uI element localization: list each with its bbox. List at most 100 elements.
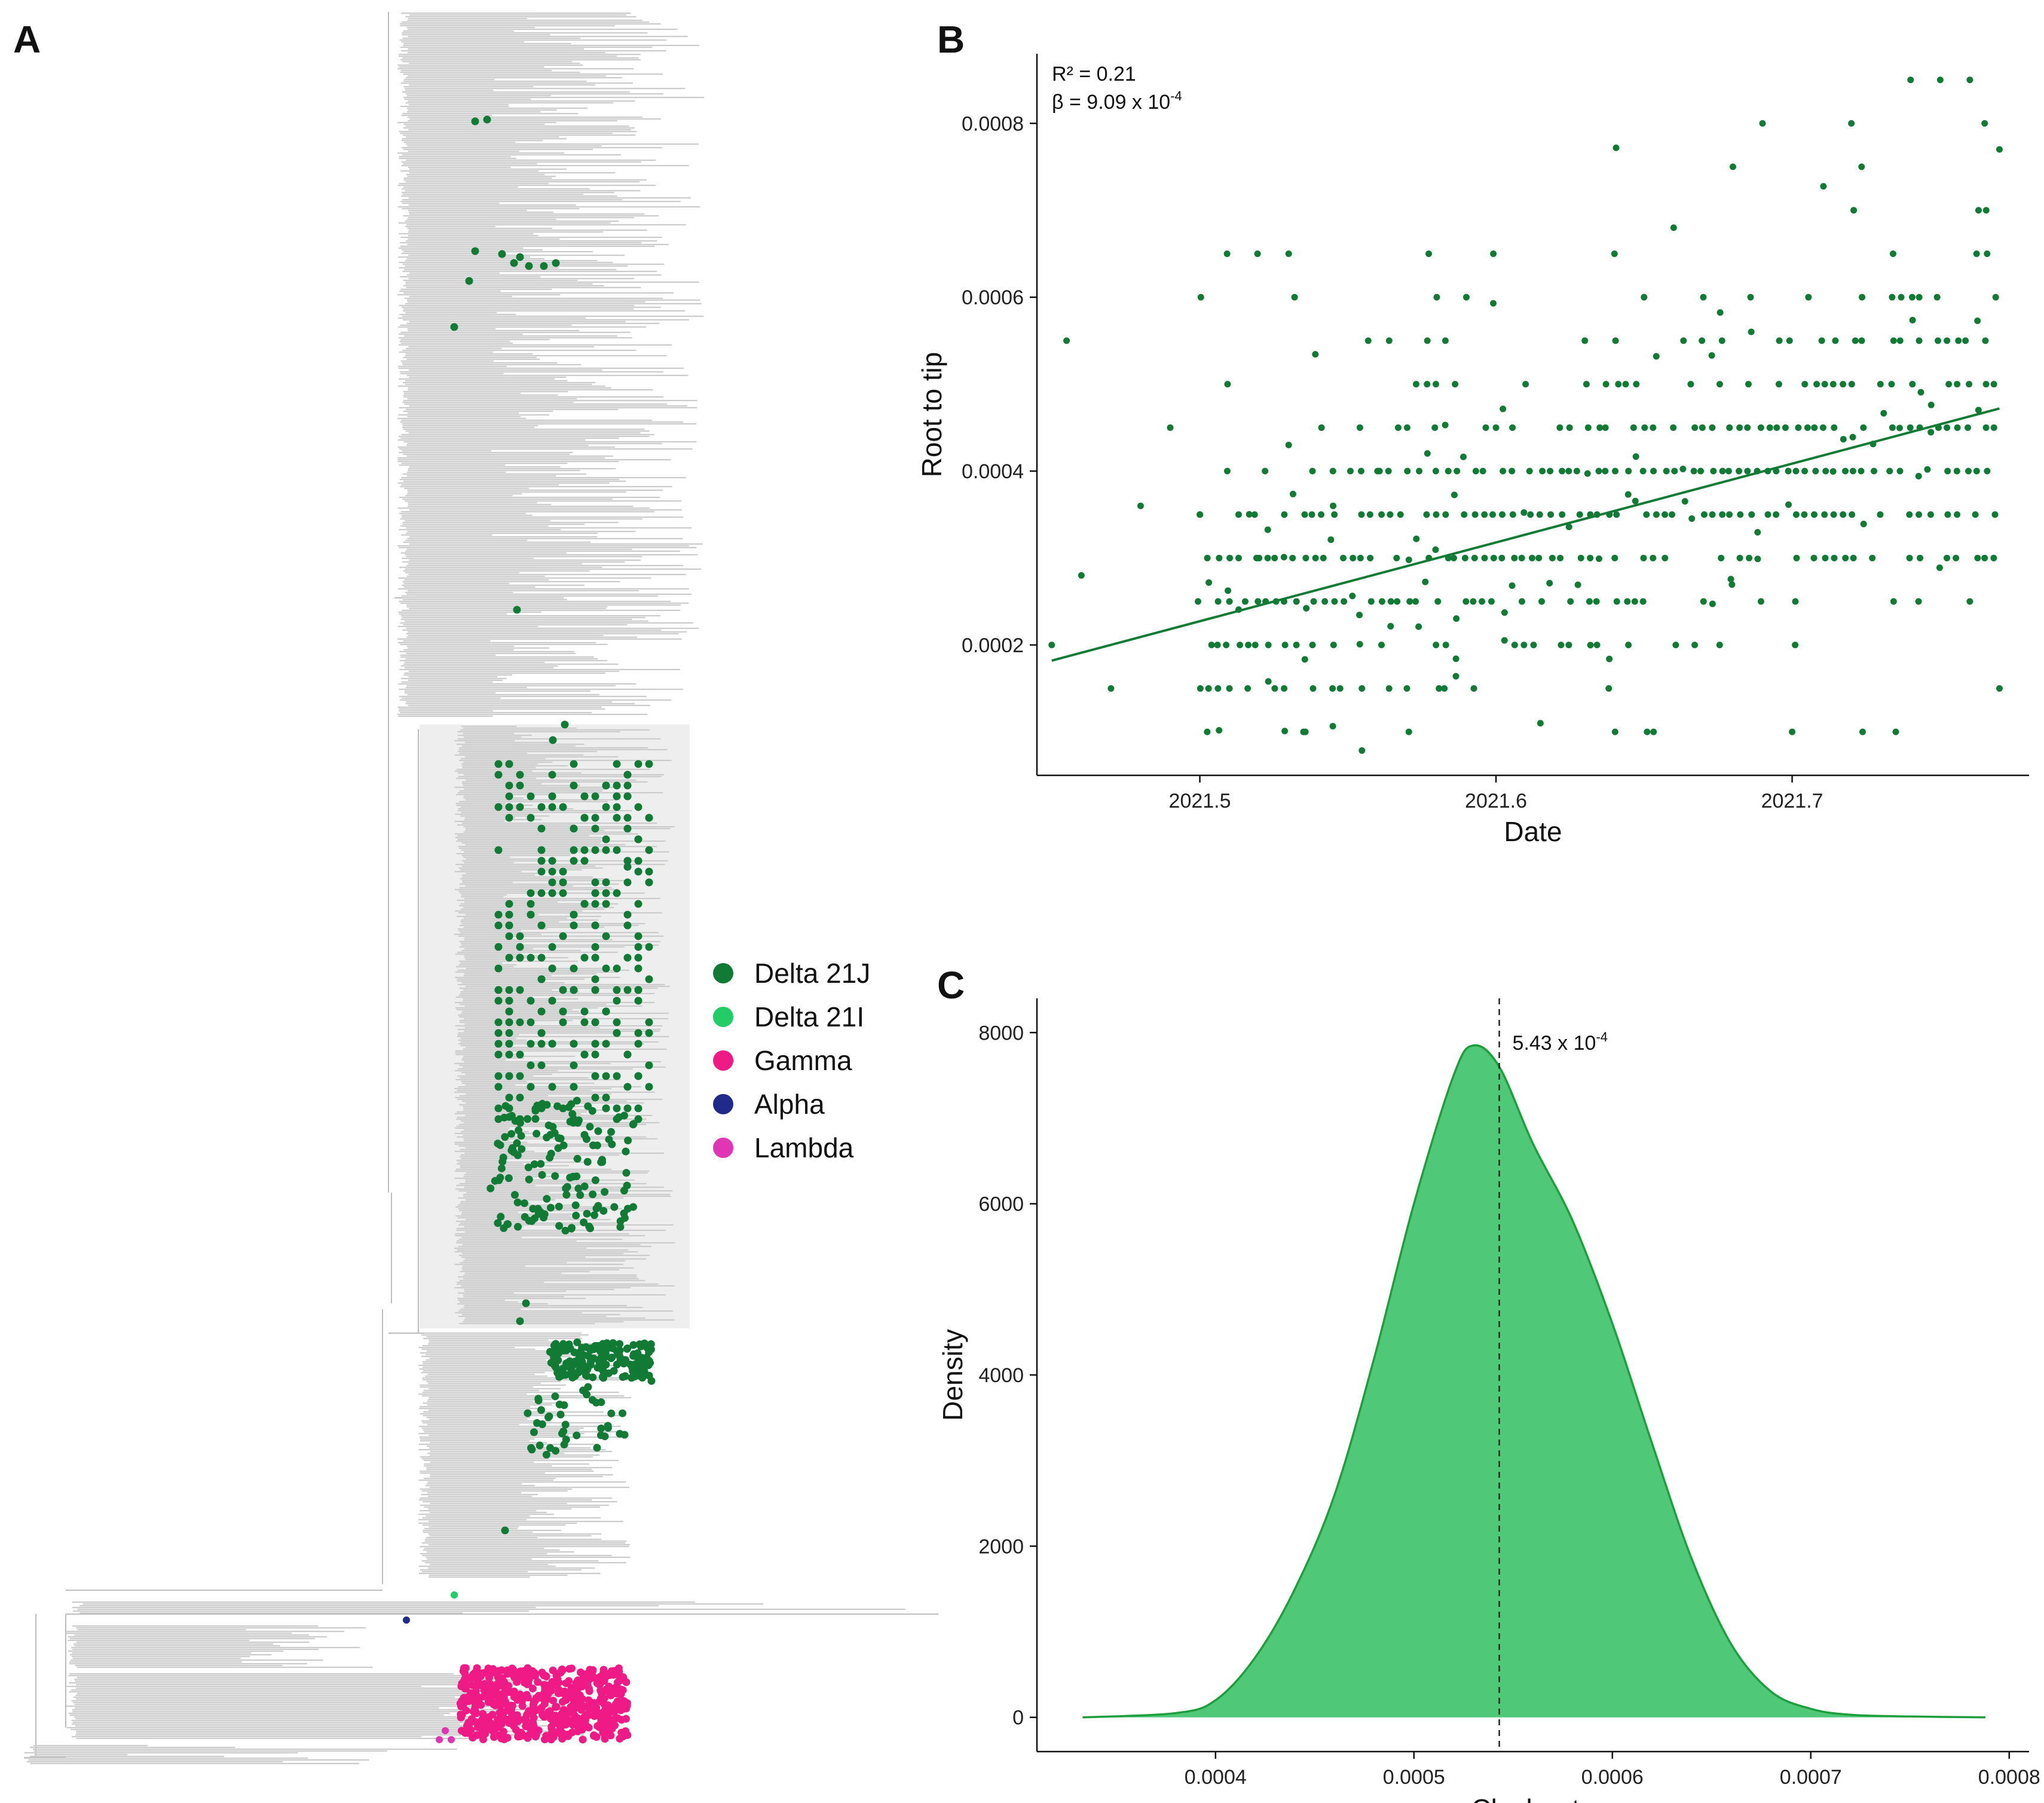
b-point — [1611, 554, 1618, 561]
b-x-axis-title: Date — [1504, 816, 1562, 847]
b-point — [1880, 410, 1887, 417]
b-point — [1700, 511, 1708, 518]
b-point — [1661, 511, 1669, 518]
b-point — [1643, 511, 1650, 518]
b-point — [1394, 598, 1401, 605]
b-point — [1393, 554, 1400, 561]
b-point — [1509, 424, 1516, 431]
b-point — [1358, 511, 1365, 518]
b-point — [1330, 502, 1337, 509]
b-point — [1804, 424, 1811, 431]
b-point — [1602, 381, 1610, 388]
b-point — [1602, 467, 1609, 475]
b-point — [1366, 511, 1373, 518]
b-point — [1530, 641, 1537, 649]
b-point — [1630, 424, 1637, 431]
b-point — [1387, 598, 1394, 605]
b-point — [1736, 554, 1743, 561]
b-point — [1048, 641, 1055, 649]
b-point — [1793, 554, 1800, 561]
b-point — [1416, 467, 1423, 475]
b-point — [1197, 294, 1204, 301]
b-point — [1226, 598, 1233, 605]
b-point — [1281, 728, 1289, 735]
b-point — [1281, 685, 1288, 692]
b-point — [1830, 511, 1837, 518]
b-point — [1254, 250, 1261, 257]
b-point — [1557, 554, 1564, 561]
b-point — [1471, 554, 1478, 561]
b-point — [1973, 250, 1980, 257]
b-point — [1709, 511, 1716, 518]
b-point — [1078, 572, 1085, 579]
b-point — [1425, 250, 1433, 257]
b-point — [1481, 511, 1488, 518]
b-point — [1820, 183, 1827, 190]
b-point — [1500, 405, 1507, 412]
b-point — [1849, 511, 1856, 518]
b-point — [1736, 424, 1743, 431]
alpha-tips — [403, 1616, 410, 1624]
b-point — [1214, 685, 1222, 692]
b-point — [1889, 250, 1896, 257]
c-density-area — [1082, 1045, 1985, 1718]
b-point — [1829, 468, 1837, 475]
b-point — [1471, 511, 1479, 518]
b-point — [1611, 250, 1618, 257]
b-point — [1611, 467, 1618, 475]
b-point — [1280, 554, 1287, 561]
b-point — [1966, 598, 1973, 605]
c-ytick-label: 0 — [1012, 1707, 1024, 1729]
b-point — [1567, 598, 1574, 605]
b-regression-line — [1051, 407, 2000, 662]
legend-label: Gamma — [754, 1045, 852, 1076]
b-point — [1584, 424, 1592, 431]
b-point — [1981, 120, 1988, 127]
b-point — [1819, 424, 1826, 431]
b-point — [1944, 511, 1951, 518]
b-point — [1226, 554, 1234, 561]
b-point — [1831, 554, 1838, 561]
b-beta-annotation: β = 9.09 x 10-4 — [1052, 88, 1182, 114]
b-point — [1349, 592, 1356, 600]
b-point — [1641, 294, 1648, 301]
b-point — [1792, 598, 1799, 605]
b-point — [1500, 467, 1507, 475]
b-point — [1691, 424, 1699, 431]
b-point — [1576, 511, 1583, 518]
b-point — [1605, 685, 1612, 692]
c-ytick-label: 6000 — [978, 1193, 1024, 1216]
b-point — [1972, 511, 1979, 518]
b-point — [1613, 511, 1620, 518]
b-point — [1422, 578, 1429, 585]
b-point — [1424, 337, 1431, 344]
b-point — [1982, 381, 1990, 388]
c-y-axis-title: Density — [937, 1329, 968, 1420]
b-point — [1397, 511, 1404, 518]
b-point — [1509, 511, 1516, 518]
b-point — [1729, 163, 1736, 170]
b-point — [1869, 554, 1876, 561]
b-y-axis-title: Root to tip — [916, 352, 947, 478]
b-point — [1639, 598, 1647, 605]
b-point — [1385, 337, 1393, 344]
b-point — [1927, 401, 1935, 408]
b-point — [1650, 728, 1657, 735]
b-point — [1944, 337, 1951, 344]
b-point — [1699, 424, 1706, 431]
b-point — [1906, 511, 1913, 518]
b-point — [1347, 467, 1354, 475]
b-point — [1309, 685, 1317, 692]
b-point — [1254, 598, 1262, 605]
b-point — [1671, 467, 1678, 475]
b-point — [1584, 470, 1591, 477]
b-point — [1264, 526, 1271, 533]
b-point — [1953, 467, 1960, 475]
b-point — [1374, 467, 1381, 475]
b-point — [1679, 466, 1687, 473]
b-point — [1773, 511, 1780, 518]
b-point — [1613, 598, 1620, 605]
b-point — [1859, 728, 1866, 735]
b-point — [1974, 317, 1981, 325]
clock-rate-density: 0 2000 4000 6000 8000 0.0004 0.0005 0.0006 0.000… — [937, 998, 2040, 1803]
